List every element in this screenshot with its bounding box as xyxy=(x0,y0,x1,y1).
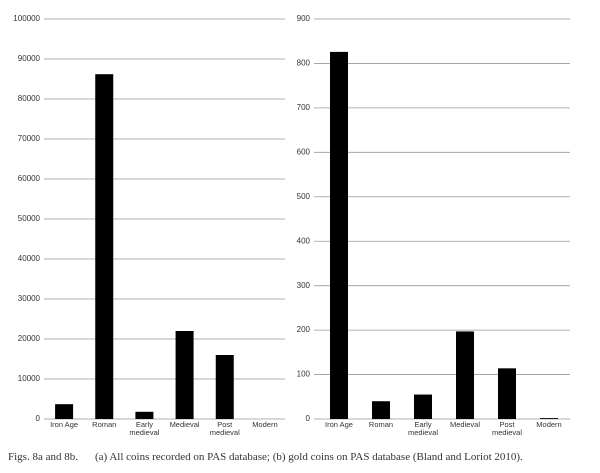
y-tick-label: 20000 xyxy=(18,334,41,343)
y-tick-label: 60000 xyxy=(18,174,41,183)
x-tick-label: Post medieval xyxy=(209,420,240,437)
y-tick-label: 600 xyxy=(297,147,311,156)
y-tick-label: 200 xyxy=(297,325,311,334)
y-tick-label: 700 xyxy=(297,103,311,112)
x-tick-label: Modern xyxy=(252,420,278,429)
bar xyxy=(330,51,348,420)
y-tick-label: 300 xyxy=(297,281,311,290)
bar xyxy=(55,404,74,419)
bar xyxy=(456,331,474,419)
bar xyxy=(372,401,390,419)
x-tick-label: Iron Age xyxy=(325,420,353,429)
y-tick-label: 500 xyxy=(297,192,311,201)
bar xyxy=(540,418,558,419)
y-tick-label: 70000 xyxy=(18,134,41,143)
y-tick-label: 80000 xyxy=(18,94,41,103)
x-tick-label: Medieval xyxy=(449,420,480,429)
y-tick-label: 800 xyxy=(297,59,311,68)
y-tick-label: 30000 xyxy=(18,294,41,303)
y-tick-label: 0 xyxy=(306,414,311,423)
bar xyxy=(135,411,154,419)
bar xyxy=(215,355,234,419)
bar xyxy=(95,74,114,419)
y-tick-label: 100000 xyxy=(13,14,40,23)
y-tick-label: 50000 xyxy=(18,214,41,223)
bar xyxy=(175,331,194,419)
x-tick-label: Post medieval xyxy=(491,420,522,437)
x-tick-label: Roman xyxy=(92,420,117,429)
bar xyxy=(498,368,516,419)
x-tick-label: Early medieval xyxy=(129,420,160,437)
caption-label: Figs. 8a and 8b. xyxy=(8,451,78,463)
x-tick-label: Medieval xyxy=(169,420,200,429)
y-tick-label: 10000 xyxy=(18,374,41,383)
bar xyxy=(414,394,432,419)
caption-text: (a) All coins recorded on PAS database; … xyxy=(95,451,523,463)
x-tick-label: Roman xyxy=(368,420,394,429)
x-tick-label: Early medieval xyxy=(407,420,438,437)
y-tick-label: 40000 xyxy=(18,254,41,263)
y-tick-label: 100 xyxy=(297,370,311,379)
x-tick-label: Iron Age xyxy=(50,420,79,429)
y-tick-label: 900 xyxy=(297,14,311,23)
y-tick-label: 90000 xyxy=(18,54,41,63)
x-tick-label: Modern xyxy=(536,420,562,429)
y-tick-label: 0 xyxy=(36,414,41,423)
y-tick-label: 400 xyxy=(297,236,311,245)
